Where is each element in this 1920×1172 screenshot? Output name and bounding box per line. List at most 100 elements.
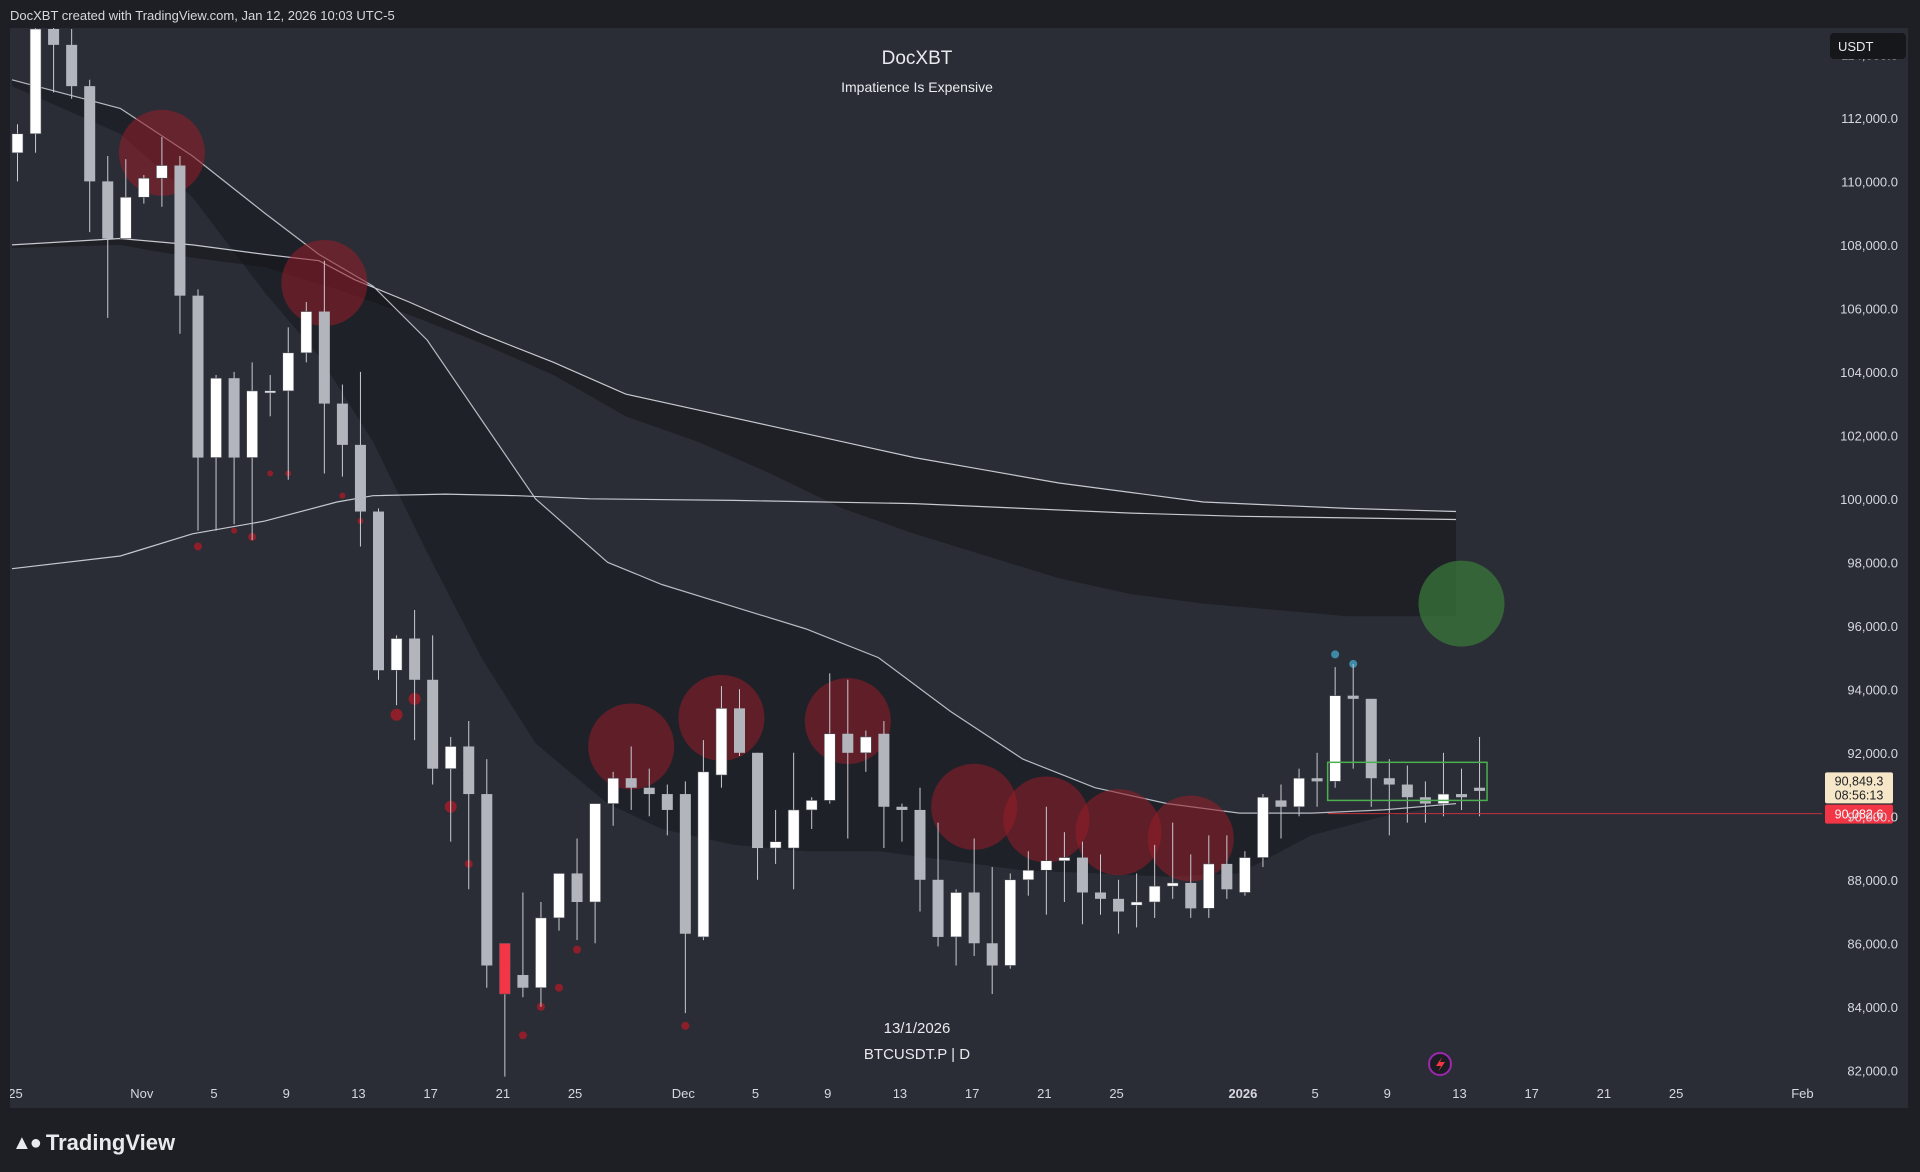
candle[interactable]	[769, 809, 782, 864]
x-tick-label: 9	[1384, 1086, 1391, 1101]
candle[interactable]	[174, 155, 186, 334]
candle[interactable]	[264, 375, 276, 417]
candle[interactable]	[282, 327, 295, 480]
candle[interactable]	[120, 159, 132, 239]
candle[interactable]	[463, 721, 475, 890]
candle[interactable]	[1185, 854, 1197, 918]
candle[interactable]	[1040, 806, 1053, 915]
candle[interactable]	[1203, 835, 1215, 918]
candle[interactable]	[11, 124, 24, 182]
candle[interactable]	[1329, 667, 1341, 788]
x-tick-label: 13	[1452, 1086, 1466, 1101]
candle[interactable]	[607, 771, 619, 826]
candle[interactable]	[481, 759, 493, 988]
candle[interactable]	[1076, 841, 1088, 925]
candle[interactable]	[914, 787, 926, 912]
slow-ema-band	[12, 238, 1456, 617]
candle[interactable]	[697, 740, 710, 941]
candle[interactable]	[535, 902, 547, 1007]
candle[interactable]	[210, 375, 222, 531]
candle[interactable]	[102, 155, 114, 318]
candle[interactable]	[1221, 835, 1233, 899]
candle[interactable]	[336, 384, 348, 477]
candle[interactable]	[444, 736, 457, 842]
currency-badge[interactable]: USDT	[1830, 33, 1906, 59]
candle[interactable]	[896, 803, 908, 842]
candle[interactable]	[517, 892, 529, 998]
candle[interactable]	[1275, 784, 1287, 839]
candle[interactable]	[752, 752, 764, 880]
candle[interactable]	[823, 673, 836, 804]
candle[interactable]	[950, 889, 962, 966]
candle[interactable]	[29, 28, 42, 153]
candle[interactable]	[1257, 794, 1269, 868]
candle[interactable]	[1004, 873, 1017, 969]
footer: ▲● TradingView	[0, 1108, 1920, 1172]
candle[interactable]	[84, 79, 96, 233]
candle[interactable]	[409, 609, 421, 741]
candle[interactable]	[968, 838, 980, 956]
candle[interactable]	[734, 689, 745, 756]
candle[interactable]	[661, 784, 673, 836]
candle[interactable]	[318, 260, 330, 474]
candle[interactable]	[1022, 851, 1035, 896]
candle[interactable]	[1058, 832, 1071, 903]
candle[interactable]	[805, 797, 818, 829]
candle-body	[1166, 882, 1179, 887]
candle[interactable]	[192, 289, 204, 531]
y-tick-label: 82,000.0	[1847, 1063, 1898, 1078]
candle[interactable]	[1383, 759, 1395, 836]
candle[interactable]	[1166, 822, 1179, 899]
candle[interactable]	[156, 136, 168, 207]
candle[interactable]	[390, 635, 403, 706]
candle[interactable]	[986, 867, 998, 995]
candle[interactable]	[1419, 781, 1431, 823]
candle[interactable]	[354, 371, 366, 547]
candle[interactable]	[1293, 768, 1305, 817]
candle[interactable]	[878, 721, 890, 849]
candle[interactable]	[228, 371, 240, 525]
candle[interactable]	[643, 768, 655, 817]
candle[interactable]	[679, 781, 691, 1014]
candle[interactable]	[860, 730, 872, 772]
replay-icon[interactable]	[1428, 1052, 1452, 1076]
candle[interactable]	[842, 679, 854, 839]
candle[interactable]	[427, 635, 439, 785]
candle[interactable]	[1311, 752, 1323, 807]
candle[interactable]	[589, 803, 601, 944]
candle[interactable]	[373, 508, 384, 680]
candle[interactable]	[1474, 736, 1486, 817]
candle[interactable]	[715, 686, 728, 788]
chart-title: DocXBT	[882, 48, 953, 69]
candle[interactable]	[300, 302, 313, 363]
candle[interactable]	[1113, 879, 1125, 934]
candle[interactable]	[571, 838, 583, 941]
x-tick-label: 5	[210, 1086, 217, 1101]
y-tick-label: 94,000.0	[1847, 682, 1898, 697]
candle[interactable]	[499, 942, 511, 1077]
candle[interactable]	[1347, 663, 1359, 769]
candle[interactable]	[1148, 844, 1161, 918]
consolidation-box[interactable]	[1326, 761, 1488, 802]
candle-body	[607, 777, 619, 804]
candle[interactable]	[1239, 851, 1251, 896]
candle[interactable]	[138, 175, 150, 204]
candle[interactable]	[787, 752, 800, 890]
candle[interactable]	[1437, 752, 1450, 817]
candle[interactable]	[1365, 698, 1377, 807]
candle[interactable]	[1095, 854, 1106, 915]
candle-body	[589, 803, 601, 903]
candle[interactable]	[48, 28, 60, 93]
tradingview-logo[interactable]: ▲● TradingView	[12, 1130, 175, 1156]
candle[interactable]	[1456, 768, 1467, 810]
candle[interactable]	[553, 873, 565, 931]
candle[interactable]	[1401, 765, 1413, 823]
candle[interactable]	[1130, 873, 1143, 928]
candle[interactable]	[625, 746, 637, 810]
candle-body	[84, 86, 96, 182]
candle[interactable]	[932, 822, 944, 947]
candle[interactable]	[66, 29, 78, 99]
candle[interactable]	[246, 362, 258, 541]
